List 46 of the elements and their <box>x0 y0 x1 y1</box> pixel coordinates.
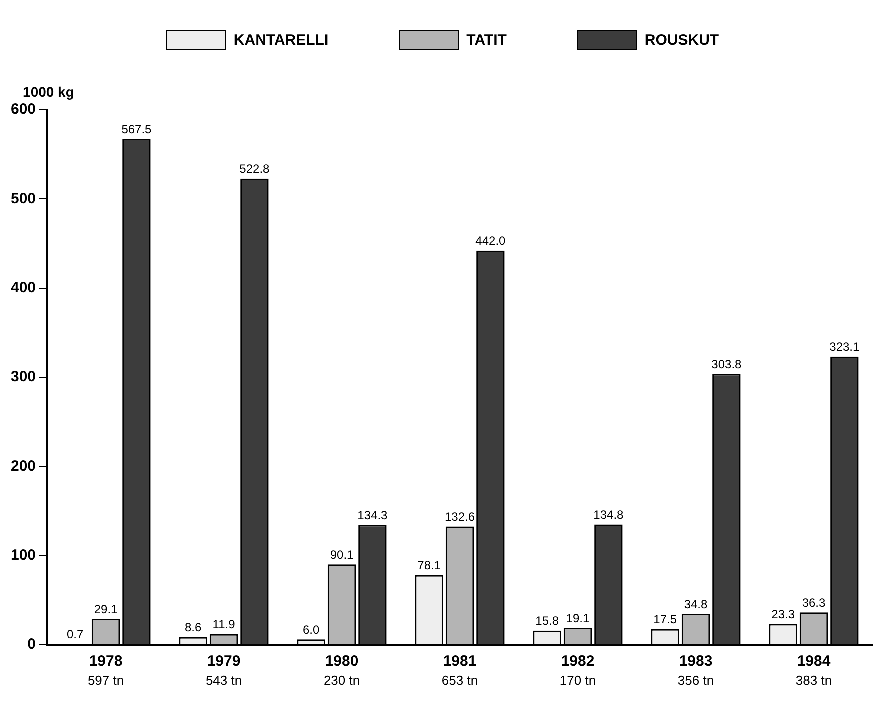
data-label: 8.6 <box>185 620 202 635</box>
x-tick-label: 1980 <box>325 653 359 670</box>
data-label: 29.1 <box>94 602 118 616</box>
total-label: 597 tn <box>88 673 124 688</box>
total-label: 356 tn <box>678 673 714 688</box>
total-label: 543 tn <box>206 673 242 688</box>
data-label: 19.1 <box>566 611 590 626</box>
y-tick-label: 500 <box>10 190 36 208</box>
y-tick-label: 100 <box>10 546 36 564</box>
data-label: 11.9 <box>212 618 236 632</box>
legend-label: TATIT <box>466 32 507 48</box>
data-label: 23.3 <box>772 608 796 622</box>
total-label: 230 tn <box>324 673 360 688</box>
total-label: 170 tn <box>560 673 596 688</box>
data-label: 442.0 <box>476 234 506 248</box>
data-label: 36.3 <box>802 596 826 610</box>
data-label: 6.0 <box>302 622 320 637</box>
x-tick-label: 1984 <box>797 653 832 670</box>
x-tick-label: 1981 <box>443 653 477 670</box>
y-tick-label: 0 <box>28 636 36 654</box>
x-tick-label: 1982 <box>561 653 595 670</box>
y-tick-label: 400 <box>10 279 36 296</box>
y-axis-title: 1000 kg <box>23 84 74 100</box>
data-label: 132.6 <box>445 510 476 524</box>
data-label: 15.8 <box>536 614 560 628</box>
data-label: 134.3 <box>358 508 388 523</box>
x-tick-label: 1983 <box>679 653 713 670</box>
data-label: 522.8 <box>240 162 270 176</box>
data-label: 90.1 <box>330 548 354 562</box>
data-label: 78.1 <box>418 558 442 573</box>
data-label: 0.7 <box>67 628 84 642</box>
legend-label: KANTARELLI <box>234 32 329 48</box>
data-label: 17.5 <box>654 612 678 627</box>
data-label: 34.8 <box>684 597 708 612</box>
x-tick-label: 1978 <box>89 653 123 670</box>
total-label: 383 tn <box>796 673 832 688</box>
y-tick-label: 600 <box>10 101 36 118</box>
data-label: 134.8 <box>594 508 624 522</box>
data-label: 567.5 <box>122 122 152 136</box>
y-tick-label: 200 <box>10 458 36 475</box>
legend-label: ROUSKUT <box>644 32 720 48</box>
data-label: 323.1 <box>830 340 860 354</box>
x-tick-label: 1979 <box>207 653 241 670</box>
data-label: 303.8 <box>712 357 742 372</box>
total-label: 653 tn <box>442 673 478 688</box>
y-tick-label: 300 <box>10 368 36 386</box>
